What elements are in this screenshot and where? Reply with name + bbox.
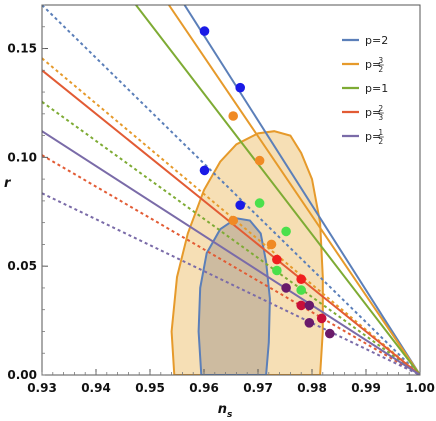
legend-label: p=2 [365, 34, 388, 47]
data-point [296, 274, 307, 285]
data-point [272, 265, 282, 276]
legend-fraction-denominator: 2 [378, 65, 383, 74]
data-point [228, 111, 238, 121]
data-point [254, 155, 265, 166]
plot-frame [41, 4, 421, 376]
legend-fraction-denominator: 2 [378, 137, 383, 146]
data-point [304, 318, 315, 328]
x-axis-title: ns [218, 402, 233, 420]
legend-fraction-numerator: 3 [378, 56, 383, 65]
series-line-solid-1 [168, 5, 420, 375]
confidence-contours [170, 130, 324, 375]
legend-fraction-denominator: 3 [378, 113, 383, 122]
x-tick-label: 1.00 [405, 381, 435, 395]
series-line-dashed-4 [42, 192, 420, 375]
data-point [254, 198, 265, 208]
series-line-solid-4 [42, 130, 420, 375]
legend-fraction-numerator: 1 [378, 128, 383, 137]
legend: p=2p=32p=1p=23p=12 [342, 34, 388, 146]
y-tick-label: 0.10 [7, 150, 37, 164]
x-tick-label: 0.95 [135, 381, 165, 395]
series-line-dashed-3 [42, 154, 420, 375]
series-line-dashed-0 [42, 5, 420, 375]
y-tick-label: 0.15 [7, 42, 37, 56]
data-point [266, 239, 277, 250]
axes [41, 4, 421, 376]
legend-fraction-numerator: 2 [378, 104, 383, 113]
data-point [199, 26, 210, 36]
data-point [281, 283, 291, 293]
contour-inner [197, 217, 271, 375]
series-line-solid-2 [135, 5, 420, 375]
prediction-points [199, 26, 335, 339]
x-tick-label: 0.97 [243, 381, 273, 395]
data-point [296, 300, 307, 311]
x-tick-label: 0.98 [297, 381, 327, 395]
data-point [235, 82, 245, 93]
data-point [281, 226, 291, 237]
y-axis-title: r [4, 176, 12, 191]
data-point [325, 328, 335, 339]
series-line-solid-0 [183, 5, 420, 375]
data-point [199, 165, 210, 176]
legend-label: p= [365, 130, 381, 143]
legend-label: p= [365, 106, 381, 119]
data-point [272, 254, 282, 265]
x-tick-label: 0.96 [189, 381, 219, 395]
tick-labels: 0.93 0.94 0.95 0.96 0.97 0.98 0.99 1.00 0.00 0.05… [7, 42, 434, 395]
x-tick-label: 0.94 [81, 381, 111, 395]
y-tick-label: 0.00 [7, 368, 37, 382]
x-tick-label: 0.99 [351, 381, 381, 395]
data-point [235, 200, 245, 210]
legend-label: p= [365, 58, 381, 71]
x-axis-title-subscript: s [227, 410, 233, 420]
x-tick-label: 0.93 [27, 381, 57, 395]
data-point [304, 300, 315, 311]
data-point [296, 285, 307, 295]
data-point [228, 215, 238, 226]
legend-label: p=1 [365, 82, 388, 95]
data-point [316, 313, 327, 324]
y-tick-label: 0.05 [7, 259, 37, 273]
